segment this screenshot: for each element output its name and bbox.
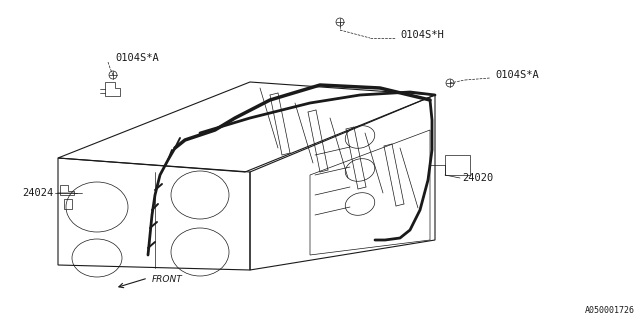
Text: 24024: 24024 <box>22 188 53 198</box>
Text: 24020: 24020 <box>462 173 493 183</box>
Text: FRONT: FRONT <box>152 276 183 284</box>
Text: 0104S*H: 0104S*H <box>400 30 444 40</box>
Text: 0104S*A: 0104S*A <box>495 70 539 80</box>
Text: A050001726: A050001726 <box>585 306 635 315</box>
Text: 0104S*A: 0104S*A <box>115 53 159 63</box>
